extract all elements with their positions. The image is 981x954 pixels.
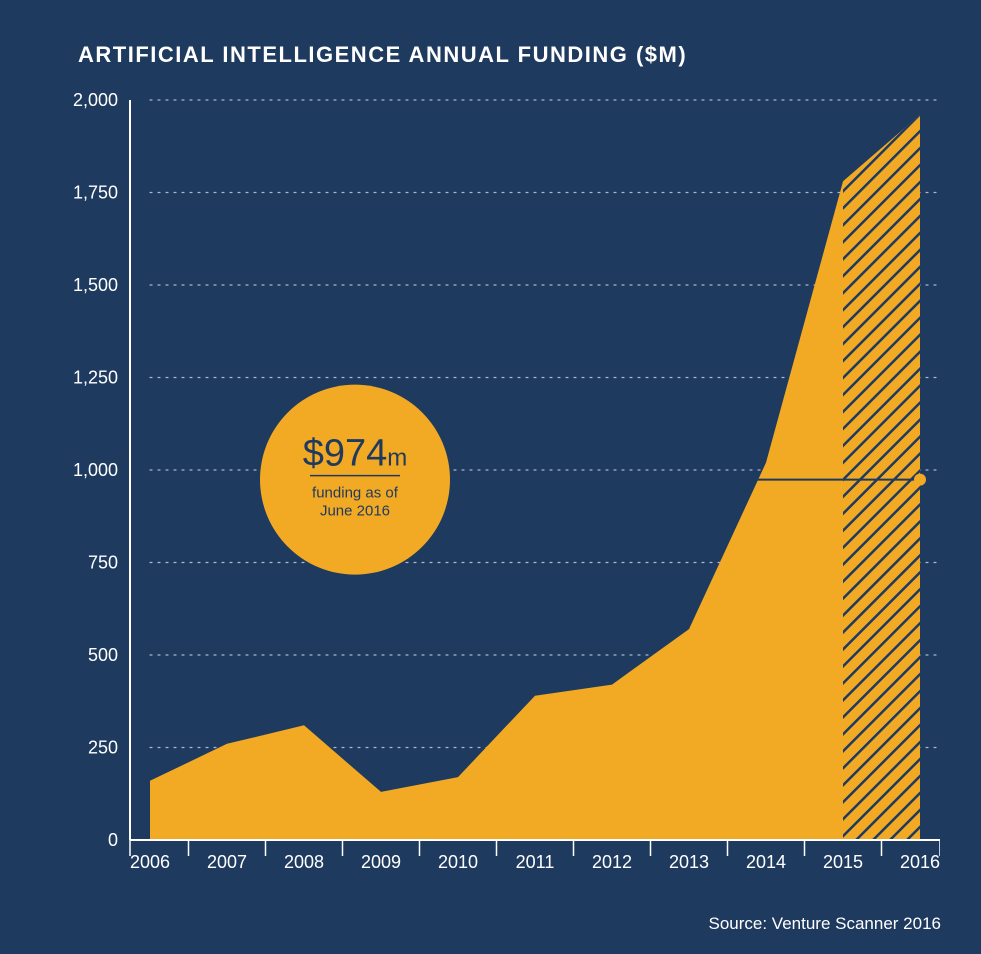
y-tick-label: 2,000 — [73, 90, 118, 110]
x-tick-label: 2016 — [900, 852, 940, 872]
x-tick-label: 2006 — [130, 852, 170, 872]
x-tick-label: 2013 — [669, 852, 709, 872]
callout-sub1: funding as of — [312, 485, 399, 502]
y-tick-label: 0 — [108, 830, 118, 850]
area-projection — [843, 115, 920, 840]
chart-title: ARTIFICIAL INTELLIGENCE ANNUAL FUNDING (… — [78, 42, 687, 68]
source-attribution: Source: Venture Scanner 2016 — [709, 914, 942, 934]
y-tick-label: 1,250 — [73, 368, 118, 388]
y-tick-label: 1,000 — [73, 460, 118, 480]
x-tick-label: 2015 — [823, 852, 863, 872]
callout-circle — [260, 385, 450, 575]
x-tick-label: 2011 — [516, 852, 555, 872]
x-tick-label: 2009 — [361, 852, 401, 872]
x-tick-label: 2012 — [592, 852, 632, 872]
y-tick-label: 750 — [88, 553, 118, 573]
x-tick-label: 2010 — [438, 852, 478, 872]
y-tick-label: 500 — [88, 645, 118, 665]
y-tick-label: 250 — [88, 738, 118, 758]
chart: 0 250 500 750 1,000 1,250 1,500 1,750 2,000 2006 2… — [60, 90, 940, 890]
callout-marker — [914, 474, 926, 486]
x-tick-label: 2008 — [284, 852, 324, 872]
x-tick-label: 2014 — [746, 852, 786, 872]
callout-sub2: June 2016 — [320, 503, 390, 520]
x-tick-label: 2007 — [207, 852, 247, 872]
y-tick-label: 1,750 — [73, 183, 118, 203]
y-tick-label: 1,500 — [73, 275, 118, 295]
